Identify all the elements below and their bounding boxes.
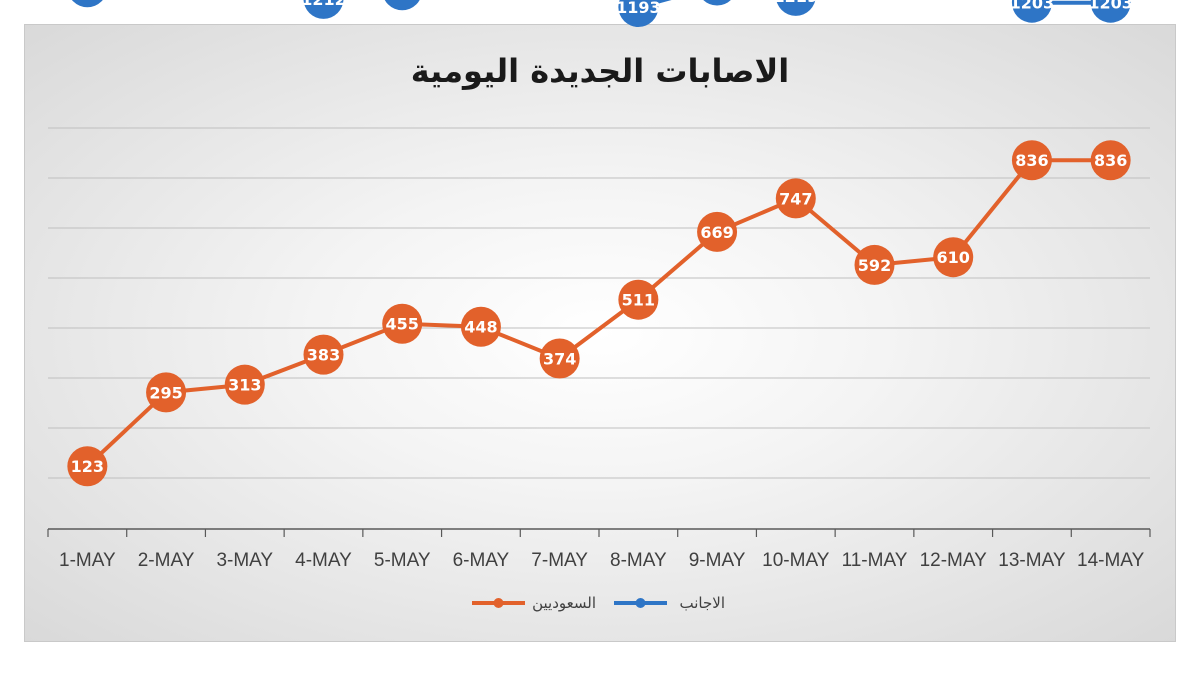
chart-frame xyxy=(24,24,1176,642)
data-label: 1193 xyxy=(616,0,661,17)
x-tick-label: 10-MAY xyxy=(762,550,830,571)
series-line xyxy=(321,0,1113,9)
data-label: 313 xyxy=(228,376,261,395)
legend-marker xyxy=(493,598,504,608)
x-axis-ticks: 1-MAY 2-MAY 3-MAY 4-MAY 5-MAY 6-MAY 7-MAY 8-MAY… xyxy=(47,529,1151,571)
chart-title: الاصابات الجديدة اليومية xyxy=(411,52,790,90)
legend-marker xyxy=(635,598,646,608)
x-tick-label: 4-MAY xyxy=(295,550,352,571)
data-point xyxy=(71,0,103,8)
x-tick-label: 8-MAY xyxy=(610,550,667,571)
x-tick-label: 6-MAY xyxy=(453,550,510,571)
data-point xyxy=(224,364,265,405)
data-label: 1203 xyxy=(1088,0,1133,13)
data-label: 1203 xyxy=(1010,0,1055,13)
data-point xyxy=(67,446,108,487)
data-point xyxy=(1011,0,1052,23)
data-label: 747 xyxy=(779,189,812,208)
x-tick-label: 7-MAY xyxy=(531,550,588,571)
data-label: 669 xyxy=(700,223,733,242)
data-point xyxy=(933,237,974,278)
series-0: 1239125713321212123213451327119312431219… xyxy=(71,0,1133,27)
x-tick-label: 9-MAY xyxy=(689,550,746,571)
data-point xyxy=(775,178,816,219)
x-tick-label: 13-MAY xyxy=(998,550,1066,571)
data-point xyxy=(382,303,423,344)
data-label: 448 xyxy=(464,318,497,337)
legend: الاجانب السعوديين xyxy=(472,594,725,612)
x-tick-label: 1-MAY xyxy=(59,550,116,571)
data-label: 610 xyxy=(937,248,970,267)
data-point xyxy=(697,211,738,252)
data-label: 455 xyxy=(386,315,419,334)
data-label: 295 xyxy=(149,383,182,402)
x-tick-label: 11-MAY xyxy=(842,550,908,571)
data-point xyxy=(303,334,344,375)
legend-label: الاجانب xyxy=(680,594,725,612)
data-point xyxy=(776,0,816,16)
x-tick-label: 14-MAY xyxy=(1077,550,1145,571)
data-point xyxy=(1011,140,1052,181)
x-tick-label: 12-MAY xyxy=(920,550,988,571)
x-tick-label: 5-MAY xyxy=(374,550,431,571)
data-point xyxy=(1090,140,1131,181)
gridlines xyxy=(48,127,1150,479)
x-tick-label: 3-MAY xyxy=(216,550,273,571)
data-point xyxy=(303,0,344,19)
data-label: 511 xyxy=(622,291,655,310)
data-point xyxy=(384,0,420,11)
data-label: 1212 xyxy=(301,0,346,9)
x-tick-label: 2-MAY xyxy=(138,550,195,571)
legend-label: السعوديين xyxy=(532,594,596,612)
data-label: 123 xyxy=(71,457,104,476)
data-label: 374 xyxy=(543,349,576,368)
data-point xyxy=(618,279,659,320)
series-line xyxy=(85,158,1113,469)
data-point xyxy=(539,338,580,379)
data-point xyxy=(854,244,895,285)
data-point xyxy=(618,0,659,27)
legend-item-1: السعوديين xyxy=(472,594,596,612)
data-point xyxy=(146,372,187,413)
series-1: 123 295 313 383 455 448 374 511 669 747 592 610 836 8… xyxy=(67,140,1131,487)
data-label: 836 xyxy=(1015,151,1048,170)
legend-item-0: الاجانب xyxy=(614,594,725,612)
data-label: 836 xyxy=(1094,151,1127,170)
data-label: 1219 xyxy=(774,0,819,6)
data-point xyxy=(703,0,731,6)
series-layer: 1239125713321212123213451327119312431219… xyxy=(67,0,1133,487)
data-label: 383 xyxy=(307,346,340,365)
data-point xyxy=(1090,0,1131,23)
data-label: 592 xyxy=(858,256,891,275)
data-point xyxy=(460,306,501,347)
